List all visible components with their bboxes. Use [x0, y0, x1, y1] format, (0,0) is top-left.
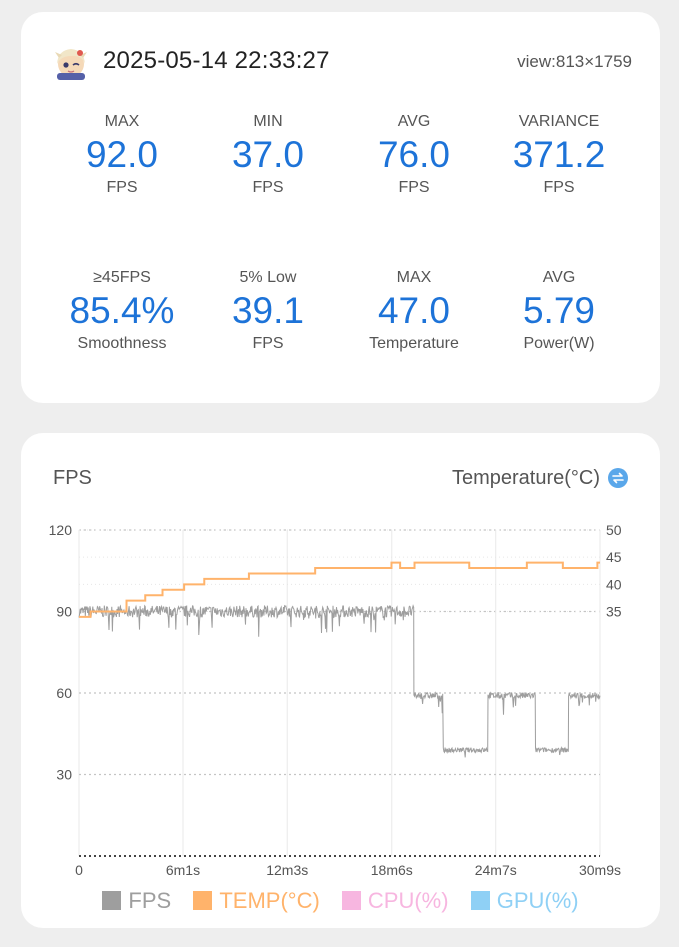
stat-unit: Smoothness: [77, 335, 167, 352]
legend-item-cpu[interactable]: CPU(%): [341, 888, 449, 914]
fps-series-line: [78, 604, 601, 758]
stat-value: 92.0: [85, 134, 158, 175]
stat-value: 76.0: [377, 134, 450, 175]
fps-axis-title: FPS: [53, 467, 92, 489]
stat-label: AVG: [542, 269, 576, 286]
stat-unit: FPS: [398, 179, 430, 196]
x-tick-label: 18m6s: [371, 862, 413, 878]
y-tick-label-left: 90: [56, 604, 72, 620]
temperature-series-line: [79, 561, 600, 618]
session-header: 2025-05-14 22:33:27 view:813×1759: [53, 44, 632, 80]
legend-item-fps[interactable]: FPS: [102, 888, 171, 914]
swap-icon[interactable]: [608, 468, 628, 488]
stat-smoothness: ≥45FPS 85.4% Smoothness: [49, 268, 195, 354]
stat-5pct-low: 5% Low 39.1 FPS: [195, 268, 341, 354]
legend-label: TEMP(°C): [219, 888, 320, 913]
stat-max-fps: MAX 92.0 FPS: [49, 112, 195, 198]
avatar-icon: [55, 49, 87, 80]
x-tick-label: 30m9s: [579, 862, 621, 878]
legend-swatch: [102, 891, 122, 910]
legend-label: GPU(%): [496, 888, 579, 913]
legend-swatch: [470, 891, 490, 910]
x-tick-label: 6m1s: [166, 862, 200, 878]
stat-label: ≥45FPS: [93, 269, 151, 286]
stat-value: 39.1: [231, 290, 304, 331]
stat-min-fps: MIN 37.0 FPS: [195, 112, 341, 198]
x-tick-label: 24m7s: [475, 862, 517, 878]
chart-legend: FPS TEMP(°C) CPU(%) GPU(%): [21, 888, 660, 914]
fps-temperature-chart: 30 60 90 120 35 40 45 50 0 6m1s 12m3s 18m6s 24m7s 30m…: [49, 522, 622, 878]
stat-unit: FPS: [106, 179, 138, 196]
stat-unit: Power(W): [523, 335, 595, 352]
viewport-size: view:813×1759: [517, 52, 632, 71]
stat-avg-power: AVG 5.79 Power(W): [486, 268, 632, 354]
stat-label: AVG: [397, 113, 431, 130]
temperature-axis-title: Temperature(°C): [451, 467, 600, 489]
legend-label: CPU(%): [367, 888, 449, 913]
stat-unit: Temperature: [369, 335, 459, 352]
legend-item-gpu[interactable]: GPU(%): [470, 888, 579, 914]
stat-value: 37.0: [231, 134, 304, 175]
stat-unit: FPS: [543, 179, 575, 196]
stat-value: 5.79: [522, 290, 595, 331]
chart-card: FPS Temperature(°C) 30 60 90 120 35 40 45 50 0 6m…: [21, 433, 660, 928]
legend-swatch: [193, 891, 213, 910]
stat-label: 5% Low: [239, 269, 297, 286]
stat-unit: FPS: [252, 179, 284, 196]
y-tick-label-left: 30: [56, 767, 72, 783]
legend-item-temp[interactable]: TEMP(°C): [193, 888, 320, 914]
legend-label: FPS: [128, 888, 172, 913]
stat-max-temperature: MAX 47.0 Temperature: [341, 268, 487, 354]
stat-label: MAX: [104, 113, 140, 130]
x-tick-label: 0: [75, 862, 83, 878]
y-tick-label-right: 40: [606, 576, 622, 592]
stat-avg-fps: AVG 76.0 FPS: [341, 112, 487, 198]
stat-value: 371.2: [512, 134, 606, 175]
stats-card: 2025-05-14 22:33:27 view:813×1759 MAX 92…: [21, 12, 660, 403]
stat-label: VARIANCE: [518, 113, 600, 130]
legend-swatch: [341, 891, 361, 910]
y-tick-label-right: 45: [606, 549, 622, 565]
y-tick-label-right: 35: [606, 604, 622, 620]
stat-label: MIN: [253, 113, 283, 130]
stat-unit: FPS: [252, 335, 284, 352]
y-tick-label-left: 120: [49, 522, 73, 538]
y-tick-label-left: 60: [56, 685, 72, 701]
session-timestamp: 2025-05-14 22:33:27: [103, 47, 330, 74]
stat-value: 85.4%: [69, 290, 175, 331]
stat-value: 47.0: [377, 290, 450, 331]
y-tick-label-right: 50: [606, 522, 622, 538]
stat-variance: VARIANCE 371.2 FPS: [486, 112, 632, 198]
x-tick-label: 12m3s: [266, 862, 308, 878]
stat-label: MAX: [396, 269, 432, 286]
